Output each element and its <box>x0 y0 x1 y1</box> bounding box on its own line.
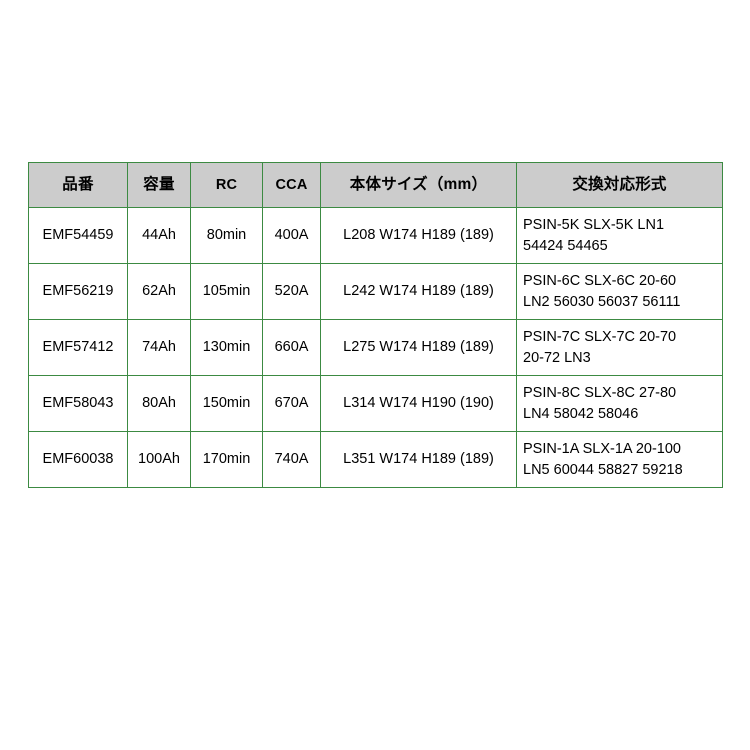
battery-spec-table: 品番 容量 RC CCA 本体サイズ（mm） 交換対応形式 EMF54459 4… <box>28 162 723 488</box>
compatible-types-line-1: PSIN-1A SLX-1A 20-100 <box>523 440 681 457</box>
cell-capacity: 74Ah <box>127 319 191 376</box>
cell-rc: 130min <box>190 319 263 376</box>
cell-model: EMF54459 <box>28 207 128 264</box>
table-row: EMF56219 62Ah 105min 520A L242 W174 H189… <box>28 263 723 320</box>
cell-rc: 105min <box>190 263 263 320</box>
column-header-rc: RC <box>190 162 263 208</box>
cell-rc: 150min <box>190 375 263 432</box>
cell-rc: 80min <box>190 207 263 264</box>
compatible-types-line-1: PSIN-6C SLX-6C 20-60 <box>523 272 677 289</box>
table-row: EMF54459 44Ah 80min 400A L208 W174 H189 … <box>28 207 723 264</box>
compatible-types-line-2: 54424 54465 <box>523 237 608 254</box>
cell-body-size: L351 W174 H189 (189) <box>320 431 517 488</box>
cell-model: EMF60038 <box>28 431 128 488</box>
cell-cca: 520A <box>262 263 321 320</box>
compatible-types-line-2: LN4 58042 58046 <box>523 405 639 422</box>
column-header-cca: CCA <box>262 162 321 208</box>
table-row: EMF60038 100Ah 170min 740A L351 W174 H18… <box>28 431 723 488</box>
column-header-model: 品番 <box>28 162 128 208</box>
cell-compatible-types: PSIN-1A SLX-1A 20-100 LN5 60044 58827 59… <box>516 431 723 488</box>
cell-compatible-types: PSIN-6C SLX-6C 20-60 LN2 56030 56037 561… <box>516 263 723 320</box>
cell-rc: 170min <box>190 431 263 488</box>
column-header-body-size: 本体サイズ（mm） <box>320 162 517 208</box>
table-header-row: 品番 容量 RC CCA 本体サイズ（mm） 交換対応形式 <box>28 162 723 208</box>
compatible-types-line-2: LN2 56030 56037 56111 <box>523 293 681 310</box>
cell-body-size: L242 W174 H189 (189) <box>320 263 517 320</box>
table-row: EMF58043 80Ah 150min 670A L314 W174 H190… <box>28 375 723 432</box>
cell-cca: 740A <box>262 431 321 488</box>
table-body: EMF54459 44Ah 80min 400A L208 W174 H189 … <box>28 207 723 488</box>
compatible-types-line-1: PSIN-7C SLX-7C 20-70 <box>523 328 677 345</box>
cell-cca: 660A <box>262 319 321 376</box>
cell-capacity: 44Ah <box>127 207 191 264</box>
cell-capacity: 100Ah <box>127 431 191 488</box>
cell-model: EMF58043 <box>28 375 128 432</box>
cell-model: EMF56219 <box>28 263 128 320</box>
cell-body-size: L208 W174 H189 (189) <box>320 207 517 264</box>
cell-compatible-types: PSIN-5K SLX-5K LN1 54424 54465 <box>516 207 723 264</box>
spec-table-container: 品番 容量 RC CCA 本体サイズ（mm） 交換対応形式 EMF54459 4… <box>28 162 723 488</box>
column-header-compatible-types: 交換対応形式 <box>516 162 723 208</box>
table-header: 品番 容量 RC CCA 本体サイズ（mm） 交換対応形式 <box>28 162 723 208</box>
compatible-types-line-2: LN5 60044 58827 59218 <box>523 461 683 478</box>
cell-cca: 670A <box>262 375 321 432</box>
table-row: EMF57412 74Ah 130min 660A L275 W174 H189… <box>28 319 723 376</box>
column-header-capacity: 容量 <box>127 162 191 208</box>
cell-body-size: L314 W174 H190 (190) <box>320 375 517 432</box>
cell-compatible-types: PSIN-8C SLX-8C 27-80 LN4 58042 58046 <box>516 375 723 432</box>
cell-capacity: 80Ah <box>127 375 191 432</box>
cell-body-size: L275 W174 H189 (189) <box>320 319 517 376</box>
compatible-types-line-1: PSIN-5K SLX-5K LN1 <box>523 216 665 233</box>
cell-compatible-types: PSIN-7C SLX-7C 20-70 20-72 LN3 <box>516 319 723 376</box>
compatible-types-line-2: 20-72 LN3 <box>523 349 591 366</box>
compatible-types-line-1: PSIN-8C SLX-8C 27-80 <box>523 384 677 401</box>
cell-capacity: 62Ah <box>127 263 191 320</box>
cell-cca: 400A <box>262 207 321 264</box>
cell-model: EMF57412 <box>28 319 128 376</box>
